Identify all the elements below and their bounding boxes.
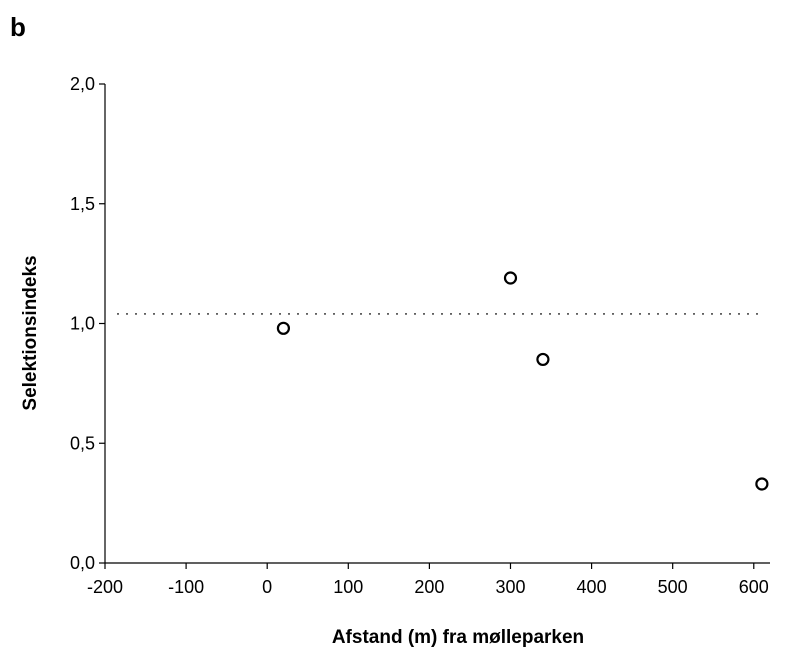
y-tick-label: 1,5 [70,194,95,214]
data-point [536,352,550,367]
x-tick-label: 200 [414,577,444,597]
y-tick-label: 0,0 [70,553,95,573]
x-tick-label: 500 [658,577,688,597]
axes: 0,0 0,5 1,0 1,5 2,0 -200 -100 0 100 200 300 400 500 6… [70,74,770,597]
data-points [276,271,769,491]
panel-label: b [10,12,26,42]
x-tick-label: -100 [168,577,204,597]
data-point [755,477,769,491]
y-tick-label: 0,5 [70,433,95,453]
x-tick-label: 100 [333,577,363,597]
x-tick-label: -200 [87,577,123,597]
x-tick-label: 300 [495,577,525,597]
y-tick-label: 1,0 [70,314,95,334]
x-tick-label: 600 [739,577,769,597]
y-tick-label: 2,0 [70,74,95,94]
x-axis-title: Afstand (m) fra mølleparken [332,627,584,648]
data-point [503,271,518,285]
x-tick-label: 400 [577,577,607,597]
x-tick-label: 0 [262,577,272,597]
data-point [276,321,291,335]
y-axis-title: Selektionsindeks [20,255,41,410]
